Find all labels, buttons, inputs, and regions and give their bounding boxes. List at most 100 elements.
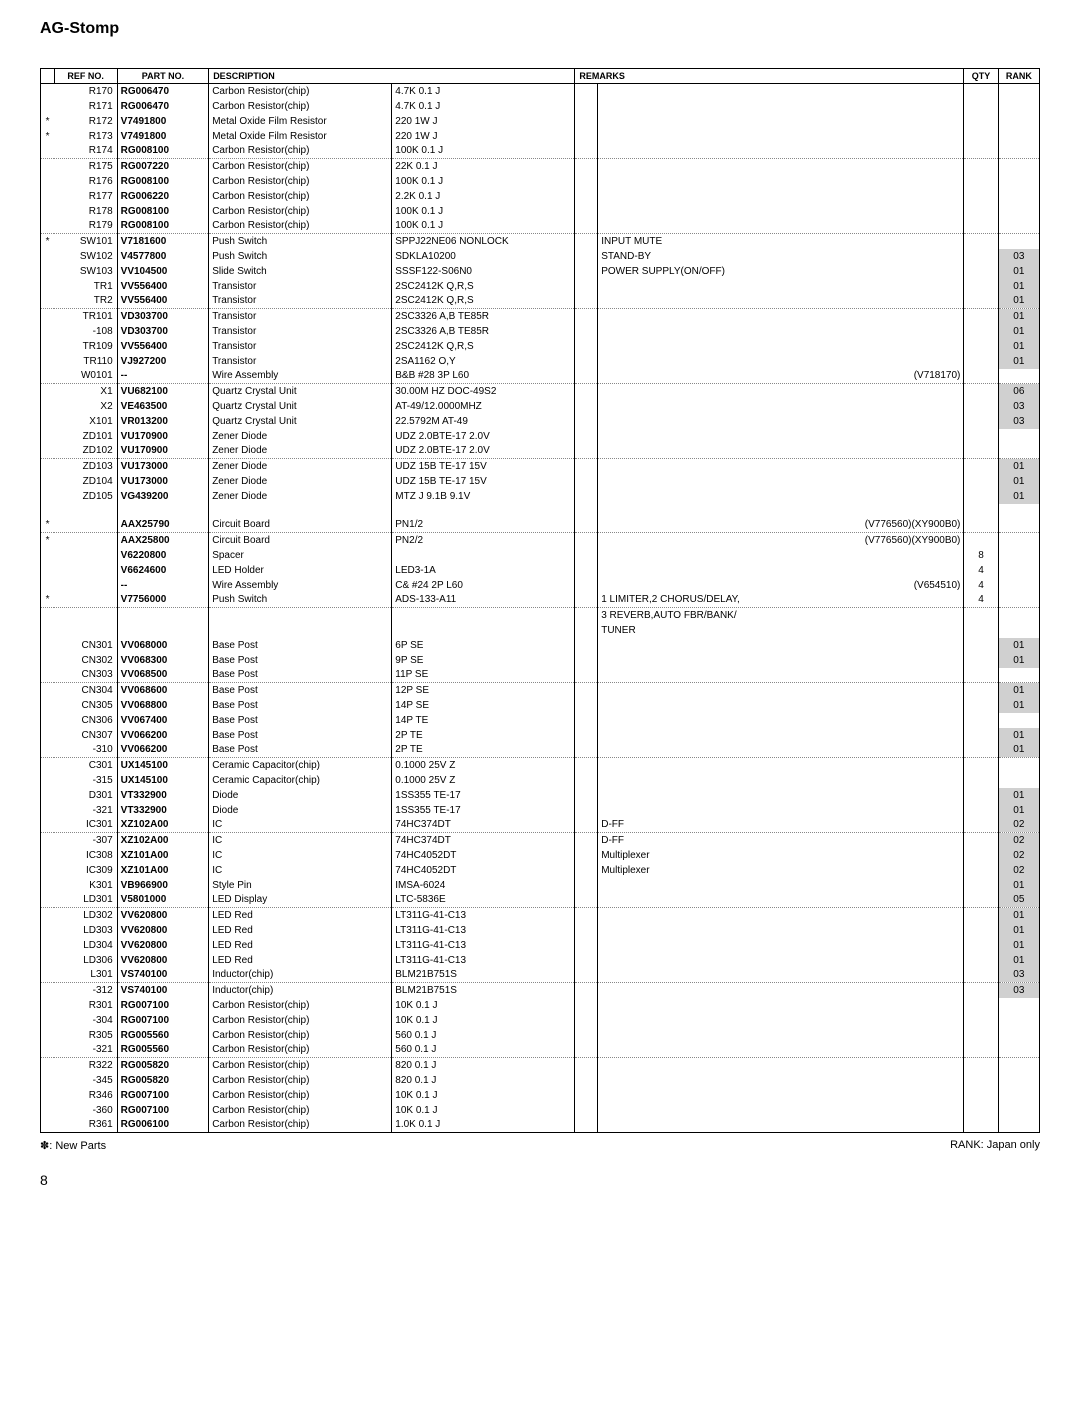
- cell: [575, 743, 598, 758]
- cell: 1.0K 0.1 J: [392, 1118, 575, 1133]
- cell: 01: [998, 878, 1039, 893]
- cell: V7181600: [117, 234, 209, 249]
- cell: RG007100: [117, 998, 209, 1013]
- cell: [575, 249, 598, 264]
- cell: [998, 758, 1039, 773]
- cell: [964, 474, 998, 489]
- cell: AAX25800: [117, 533, 209, 548]
- cell: Zener Diode: [209, 429, 392, 444]
- cell: [598, 429, 964, 444]
- cell: [41, 249, 55, 264]
- cell: V5801000: [117, 893, 209, 908]
- cell: 03: [998, 968, 1039, 983]
- cell: Wire Assembly: [209, 578, 392, 593]
- table-row: -310VV066200Base Post2P TE01: [41, 743, 1040, 758]
- cell: Base Post: [209, 638, 392, 653]
- cell: ZD105: [54, 489, 117, 504]
- cell: 2SC2412K Q,R,S: [392, 339, 575, 354]
- cell: [41, 578, 55, 593]
- cell: [41, 474, 55, 489]
- cell: [964, 758, 998, 773]
- cell: 4: [964, 563, 998, 578]
- cell: [41, 159, 55, 174]
- cell: [964, 1103, 998, 1118]
- cell: SW101: [54, 234, 117, 249]
- cell: V6220800: [117, 548, 209, 563]
- cell: Base Post: [209, 683, 392, 698]
- cell: RG006470: [117, 84, 209, 99]
- table-row: TR109VV556400Transistor2SC2412K Q,R,S01: [41, 339, 1040, 354]
- cell: Carbon Resistor(chip): [209, 144, 392, 159]
- cell: Zener Diode: [209, 489, 392, 504]
- cell: [41, 788, 55, 803]
- cell: [575, 788, 598, 803]
- cell: [964, 384, 998, 399]
- cell: 4: [964, 578, 998, 593]
- cell: [598, 953, 964, 968]
- cell: [41, 743, 55, 758]
- cell: 01: [998, 653, 1039, 668]
- cell: [598, 938, 964, 953]
- cell: [54, 563, 117, 578]
- table-row: ZD104VU173000Zener DiodeUDZ 15B TE-17 15…: [41, 474, 1040, 489]
- cell: [41, 668, 55, 683]
- cell: [964, 923, 998, 938]
- table-row: -315UX145100Ceramic Capacitor(chip)0.100…: [41, 773, 1040, 788]
- cell: VU682100: [117, 384, 209, 399]
- cell: UX145100: [117, 758, 209, 773]
- cell: -360: [54, 1103, 117, 1118]
- cell: [598, 998, 964, 1013]
- cell: [964, 1088, 998, 1103]
- cell: [41, 938, 55, 953]
- cell: R170: [54, 84, 117, 99]
- cell: [998, 1088, 1039, 1103]
- cell: RG006470: [117, 99, 209, 114]
- cell: [575, 444, 598, 459]
- cell: Base Post: [209, 728, 392, 743]
- cell: K301: [54, 878, 117, 893]
- cell: [575, 1118, 598, 1133]
- cell: [964, 983, 998, 998]
- cell: 9P SE: [392, 653, 575, 668]
- cell: RG008100: [117, 174, 209, 189]
- cell: *: [41, 533, 55, 548]
- cell: 10K 0.1 J: [392, 998, 575, 1013]
- cell: [575, 474, 598, 489]
- table-row: V6220800Spacer8: [41, 548, 1040, 563]
- cell: [598, 339, 964, 354]
- cell: 6P SE: [392, 638, 575, 653]
- cell: VV620800: [117, 953, 209, 968]
- cell: [964, 938, 998, 953]
- cell: [998, 998, 1039, 1013]
- cell: 01: [998, 923, 1039, 938]
- cell: [41, 983, 55, 998]
- cell: [575, 923, 598, 938]
- cell: [964, 1118, 998, 1133]
- cell: [41, 459, 55, 474]
- cell: 01: [998, 728, 1039, 743]
- table-row: LD306VV620800LED RedLT311G-41-C1301: [41, 953, 1040, 968]
- cell: [598, 878, 964, 893]
- cell: V7491800: [117, 129, 209, 144]
- cell: [575, 1088, 598, 1103]
- cell: [575, 429, 598, 444]
- cell: VV556400: [117, 279, 209, 294]
- cell: [964, 953, 998, 968]
- cell: [964, 354, 998, 369]
- cell: [598, 384, 964, 399]
- cell: Push Switch: [209, 234, 392, 249]
- cell: [598, 459, 964, 474]
- cell: VJ927200: [117, 354, 209, 369]
- cell: [41, 219, 55, 234]
- cell: [41, 563, 55, 578]
- cell: [41, 144, 55, 159]
- cell: [41, 384, 55, 399]
- cell: [964, 818, 998, 833]
- cell: IC301: [54, 818, 117, 833]
- cell: [598, 968, 964, 983]
- cell: Quartz Crystal Unit: [209, 414, 392, 429]
- table-row: CN307VV066200Base Post2P TE01: [41, 728, 1040, 743]
- table-row: D301VT332900Diode1SS355 TE-1701: [41, 788, 1040, 803]
- cell: [575, 234, 598, 249]
- cell: TR101: [54, 309, 117, 324]
